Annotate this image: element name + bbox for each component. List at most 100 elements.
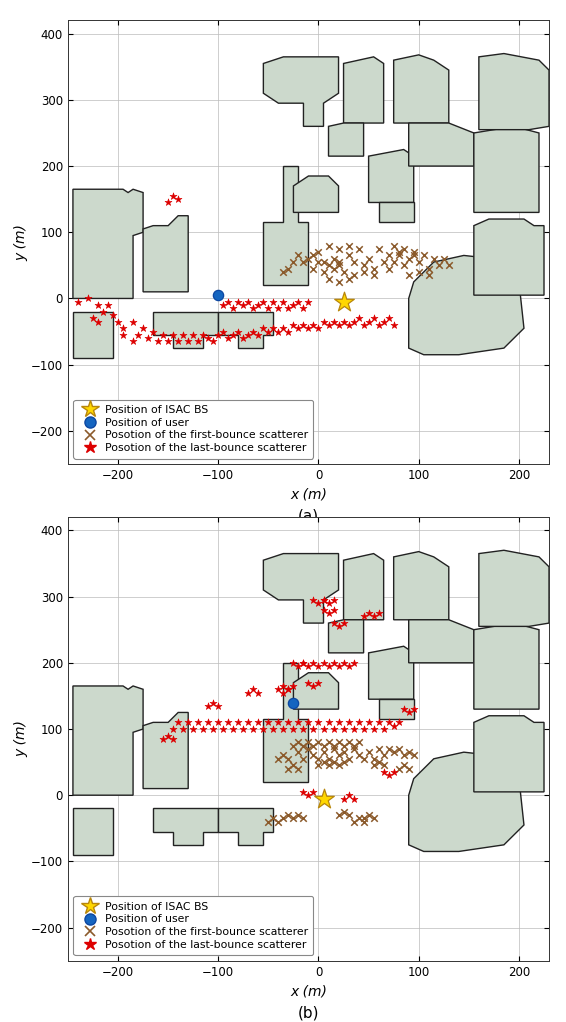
Polygon shape bbox=[73, 686, 143, 795]
Posotion of the first-bounce scatterer bbox=[329, 754, 338, 771]
Posotion of the first-bounce scatterer bbox=[344, 247, 353, 264]
Posotion of the last-bounce scatterer bbox=[274, 323, 283, 339]
Posotion of the last-bounce scatterer bbox=[183, 333, 192, 350]
Posotion of the last-bounce scatterer bbox=[284, 300, 293, 317]
Posotion of the last-bounce scatterer bbox=[374, 714, 383, 731]
Posotion of the last-bounce scatterer bbox=[339, 314, 348, 330]
Posotion of the last-bounce scatterer bbox=[329, 721, 338, 737]
Posotion of the last-bounce scatterer bbox=[404, 704, 413, 721]
Posotion of the first-bounce scatterer bbox=[264, 814, 273, 830]
Posotion of the last-bounce scatterer bbox=[284, 714, 293, 731]
Posotion of the last-bounce scatterer bbox=[264, 323, 273, 339]
Polygon shape bbox=[379, 202, 414, 223]
Posotion of the first-bounce scatterer bbox=[289, 737, 298, 753]
Posotion of the last-bounce scatterer bbox=[359, 608, 368, 624]
Posotion of the last-bounce scatterer bbox=[344, 658, 353, 675]
Posotion of the last-bounce scatterer bbox=[329, 592, 338, 608]
Polygon shape bbox=[293, 176, 338, 213]
Posotion of the last-bounce scatterer bbox=[399, 701, 408, 717]
Posotion of the last-bounce scatterer bbox=[299, 784, 308, 800]
Posotion of the first-bounce scatterer bbox=[299, 750, 308, 766]
Posotion of the last-bounce scatterer bbox=[234, 714, 243, 731]
Posotion of the last-bounce scatterer bbox=[269, 721, 278, 737]
Posotion of the last-bounce scatterer bbox=[324, 605, 333, 621]
Posotion of the first-bounce scatterer bbox=[334, 274, 343, 290]
Posotion of the last-bounce scatterer bbox=[239, 721, 248, 737]
Posotion of the last-bounce scatterer bbox=[379, 763, 388, 780]
Posotion of the last-bounce scatterer bbox=[264, 300, 273, 317]
Posotion of the first-bounce scatterer bbox=[339, 264, 348, 280]
Posotion of the last-bounce scatterer bbox=[164, 728, 173, 744]
Posotion of the last-bounce scatterer bbox=[349, 721, 358, 737]
Posotion of the first-bounce scatterer bbox=[394, 244, 403, 261]
Posotion of the last-bounce scatterer bbox=[389, 763, 398, 780]
Posotion of the last-bounce scatterer bbox=[334, 658, 343, 675]
Posotion of the first-bounce scatterer bbox=[299, 737, 308, 753]
Posotion of the first-bounce scatterer bbox=[354, 734, 363, 750]
Posotion of the last-bounce scatterer bbox=[269, 293, 278, 310]
Posotion of the first-bounce scatterer bbox=[274, 750, 283, 766]
Posotion of the first-bounce scatterer bbox=[299, 253, 308, 270]
Posotion of the last-bounce scatterer bbox=[369, 721, 378, 737]
Polygon shape bbox=[344, 554, 384, 619]
Posotion of the last-bounce scatterer bbox=[183, 714, 192, 731]
Polygon shape bbox=[263, 57, 338, 127]
Posotion of the last-bounce scatterer bbox=[279, 293, 288, 310]
Text: (b): (b) bbox=[298, 1005, 319, 1020]
Posotion of the last-bounce scatterer bbox=[118, 320, 127, 336]
Posotion of the last-bounce scatterer bbox=[179, 721, 188, 737]
Polygon shape bbox=[409, 619, 474, 663]
Posotion of the last-bounce scatterer bbox=[209, 694, 218, 710]
Polygon shape bbox=[143, 216, 188, 292]
Posotion of the last-bounce scatterer bbox=[174, 191, 183, 207]
Posotion of the last-bounce scatterer bbox=[329, 602, 338, 618]
Posotion of the last-bounce scatterer bbox=[294, 320, 303, 336]
Posotion of the last-bounce scatterer bbox=[259, 293, 268, 310]
Posotion of the last-bounce scatterer bbox=[164, 194, 173, 211]
Posotion of the last-bounce scatterer bbox=[279, 678, 288, 694]
Posotion of the first-bounce scatterer bbox=[299, 810, 308, 827]
Posotion of the first-bounce scatterer bbox=[389, 253, 398, 270]
Posotion of the last-bounce scatterer bbox=[98, 304, 108, 320]
Posotion of the last-bounce scatterer bbox=[109, 307, 118, 323]
Posotion of the first-bounce scatterer bbox=[404, 267, 413, 283]
Posotion of the first-bounce scatterer bbox=[329, 261, 338, 277]
Posotion of the last-bounce scatterer bbox=[188, 721, 198, 737]
Polygon shape bbox=[73, 312, 113, 358]
Posotion of the first-bounce scatterer bbox=[279, 810, 288, 827]
Posotion of the last-bounce scatterer bbox=[224, 714, 233, 731]
Posotion of the last-bounce scatterer bbox=[369, 310, 378, 326]
Posotion of the first-bounce scatterer bbox=[329, 737, 338, 753]
Posotion of the first-bounce scatterer bbox=[389, 237, 398, 253]
Posotion of the first-bounce scatterer bbox=[379, 757, 388, 774]
Posotion of the first-bounce scatterer bbox=[399, 240, 408, 257]
Posotion of the last-bounce scatterer bbox=[289, 655, 298, 671]
Posotion of the first-bounce scatterer bbox=[279, 264, 288, 280]
Posotion of the last-bounce scatterer bbox=[294, 293, 303, 310]
Posotion of the last-bounce scatterer bbox=[294, 658, 303, 675]
Posotion of the last-bounce scatterer bbox=[264, 714, 273, 731]
Polygon shape bbox=[474, 127, 539, 213]
Posotion of the first-bounce scatterer bbox=[344, 237, 353, 253]
Posotion of the last-bounce scatterer bbox=[289, 297, 298, 314]
Posotion of the last-bounce scatterer bbox=[229, 721, 238, 737]
Posotion of the first-bounce scatterer bbox=[314, 253, 323, 270]
Posotion of the last-bounce scatterer bbox=[284, 323, 293, 339]
Posotion of the first-bounce scatterer bbox=[409, 244, 418, 261]
Posotion of the first-bounce scatterer bbox=[394, 741, 403, 757]
Legend: Position of ISAC BS, Position of user, Posotion of the first-bounce scatterer, P: Position of ISAC BS, Position of user, P… bbox=[74, 896, 314, 956]
Posotion of the first-bounce scatterer bbox=[319, 737, 328, 753]
Posotion of the last-bounce scatterer bbox=[229, 300, 238, 317]
Polygon shape bbox=[368, 149, 414, 202]
Polygon shape bbox=[263, 554, 338, 623]
Posotion of the last-bounce scatterer bbox=[209, 333, 218, 350]
Posotion of the first-bounce scatterer bbox=[329, 250, 338, 267]
Posotion of the first-bounce scatterer bbox=[339, 744, 348, 760]
Posotion of the last-bounce scatterer bbox=[309, 317, 318, 333]
Posotion of the first-bounce scatterer bbox=[344, 734, 353, 750]
Polygon shape bbox=[218, 312, 273, 349]
Polygon shape bbox=[143, 712, 188, 789]
Posotion of the last-bounce scatterer bbox=[218, 297, 228, 314]
Posotion of the first-bounce scatterer bbox=[309, 261, 318, 277]
Posotion of the last-bounce scatterer bbox=[139, 320, 148, 336]
